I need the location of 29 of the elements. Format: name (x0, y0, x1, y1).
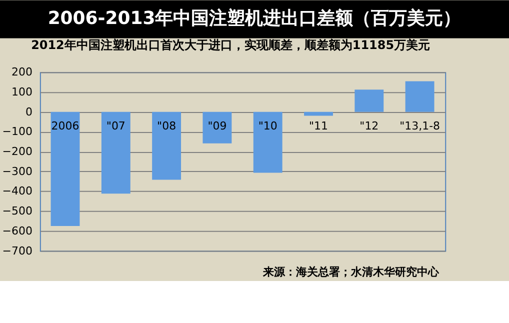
source-note: 来源：海关总署；水清木华研究中心 (262, 266, 440, 279)
y-tick-label: 100 (12, 85, 32, 98)
y-tick-label: −100 (2, 125, 32, 138)
x-tick-label: "09 (208, 120, 227, 133)
chart-subtitle: 2012年中国注塑机出口首次大于进口，实现顺差，顺差额为11185万美元 (31, 38, 430, 52)
x-tick-label: "13,1-8 (400, 120, 440, 133)
y-tick-label: −700 (2, 244, 32, 258)
y-tick-label: −500 (2, 204, 32, 218)
bar (354, 90, 384, 112)
x-tick-label: "11 (308, 120, 328, 133)
y-tick-label: −600 (2, 224, 32, 238)
bar (253, 112, 282, 173)
y-tick-label: −400 (2, 184, 32, 198)
y-tick-label: −300 (2, 164, 32, 178)
bar (101, 112, 130, 194)
y-tick-label: 0 (25, 105, 32, 118)
chart-title: 2006-2013年中国注塑机进出口差额（百万美元） (48, 8, 462, 30)
x-tick-label: "08 (157, 120, 176, 133)
bar (405, 81, 434, 112)
x-tick-label: "12 (360, 120, 379, 133)
x-tick-label: "07 (106, 120, 126, 133)
bar (152, 112, 182, 180)
bar (304, 112, 333, 116)
x-tick-label: "10 (258, 120, 278, 133)
y-tick-label: 200 (12, 66, 32, 79)
y-tick-label: −200 (2, 145, 32, 158)
bar (202, 112, 232, 144)
bar (50, 112, 80, 226)
x-tick-label: 2006 (51, 120, 80, 133)
